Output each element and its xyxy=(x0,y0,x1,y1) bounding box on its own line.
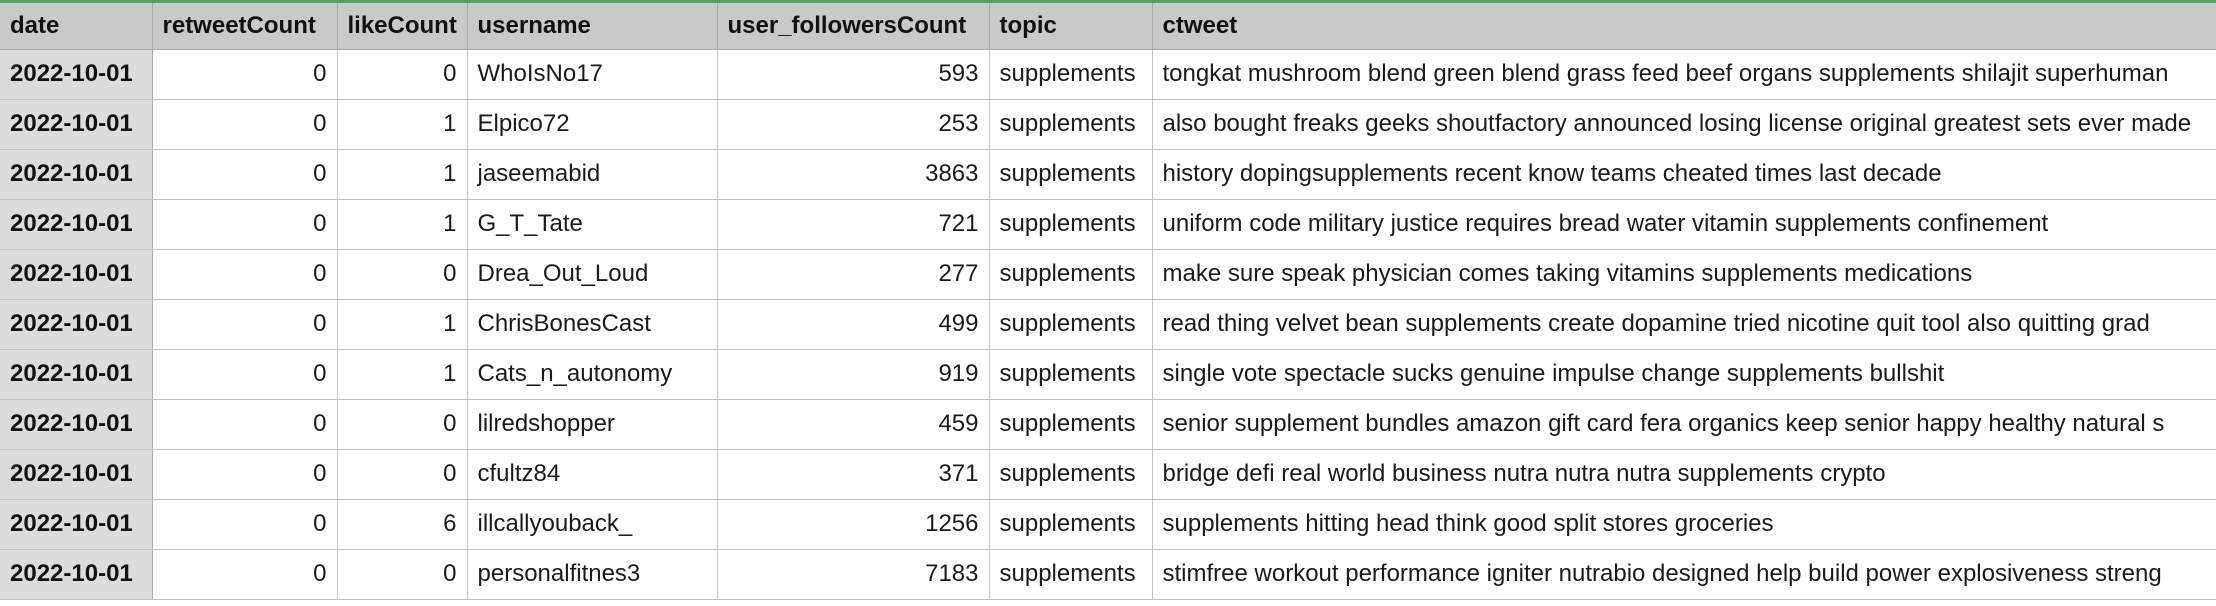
cell-likecount[interactable]: 0 xyxy=(337,49,468,100)
cell-username[interactable]: Drea_Out_Loud xyxy=(467,249,718,300)
cell-date[interactable]: 2022-10-01 xyxy=(0,49,153,100)
table-row[interactable]: 2022-10-01 0 6 illcallyouback_ 1256 supplemen… xyxy=(0,499,2216,550)
cell-ctweet[interactable]: supplements hitting head think good spli… xyxy=(1152,499,2216,550)
column-header-date[interactable]: date xyxy=(0,3,153,50)
table-body: 2022-10-01 0 0 WhoIsNo17 593 supplements tongk… xyxy=(0,49,2216,600)
cell-topic[interactable]: supplements xyxy=(989,449,1153,500)
cell-likecount[interactable]: 1 xyxy=(337,299,468,350)
cell-likecount[interactable]: 0 xyxy=(337,449,468,500)
header-row: date retweetCount likeCount username use… xyxy=(0,3,2216,50)
table-row[interactable]: 2022-10-01 0 1 jaseemabid 3863 supplements his… xyxy=(0,149,2216,200)
cell-retweetcount[interactable]: 0 xyxy=(152,99,338,150)
column-header-user-followerscount[interactable]: user_followersCount xyxy=(717,3,990,50)
cell-retweetcount[interactable]: 0 xyxy=(152,549,338,600)
cell-ctweet[interactable]: history dopingsupplements recent know te… xyxy=(1152,149,2216,200)
cell-ctweet[interactable]: senior supplement bundles amazon gift ca… xyxy=(1152,399,2216,450)
cell-topic[interactable]: supplements xyxy=(989,499,1153,550)
cell-date[interactable]: 2022-10-01 xyxy=(0,399,153,450)
column-header-ctweet[interactable]: ctweet xyxy=(1152,3,2216,50)
cell-user-followerscount[interactable]: 277 xyxy=(717,249,990,300)
cell-username[interactable]: ChrisBonesCast xyxy=(467,299,718,350)
cell-ctweet[interactable]: single vote spectacle sucks genuine impu… xyxy=(1152,349,2216,400)
cell-username[interactable]: G_T_Tate xyxy=(467,199,718,250)
cell-date[interactable]: 2022-10-01 xyxy=(0,299,153,350)
cell-likecount[interactable]: 1 xyxy=(337,349,468,400)
cell-date[interactable]: 2022-10-01 xyxy=(0,499,153,550)
cell-topic[interactable]: supplements xyxy=(989,199,1153,250)
cell-username[interactable]: illcallyouback_ xyxy=(467,499,718,550)
cell-retweetcount[interactable]: 0 xyxy=(152,149,338,200)
cell-date[interactable]: 2022-10-01 xyxy=(0,549,153,600)
cell-date[interactable]: 2022-10-01 xyxy=(0,199,153,250)
cell-retweetcount[interactable]: 0 xyxy=(152,399,338,450)
cell-ctweet[interactable]: uniform code military justice requires b… xyxy=(1152,199,2216,250)
table-row[interactable]: 2022-10-01 0 0 WhoIsNo17 593 supplements tongk… xyxy=(0,49,2216,100)
cell-user-followerscount[interactable]: 7183 xyxy=(717,549,990,600)
cell-user-followerscount[interactable]: 3863 xyxy=(717,149,990,200)
cell-likecount[interactable]: 1 xyxy=(337,149,468,200)
cell-username[interactable]: Elpico72 xyxy=(467,99,718,150)
cell-ctweet[interactable]: stimfree workout performance igniter nut… xyxy=(1152,549,2216,600)
cell-date[interactable]: 2022-10-01 xyxy=(0,249,153,300)
cell-username[interactable]: Cats_n_autonomy xyxy=(467,349,718,400)
cell-retweetcount[interactable]: 0 xyxy=(152,49,338,100)
table-row[interactable]: 2022-10-01 0 0 personalfitnes3 7183 supplemen… xyxy=(0,549,2216,600)
cell-username[interactable]: lilredshopper xyxy=(467,399,718,450)
cell-user-followerscount[interactable]: 593 xyxy=(717,49,990,100)
cell-topic[interactable]: supplements xyxy=(989,349,1153,400)
cell-likecount[interactable]: 1 xyxy=(337,99,468,150)
cell-date[interactable]: 2022-10-01 xyxy=(0,149,153,200)
cell-ctweet[interactable]: make sure speak physician comes taking v… xyxy=(1152,249,2216,300)
data-table: date retweetCount likeCount username use… xyxy=(0,3,2216,600)
cell-user-followerscount[interactable]: 253 xyxy=(717,99,990,150)
cell-user-followerscount[interactable]: 459 xyxy=(717,399,990,450)
cell-topic[interactable]: supplements xyxy=(989,549,1153,600)
cell-user-followerscount[interactable]: 371 xyxy=(717,449,990,500)
cell-user-followerscount[interactable]: 721 xyxy=(717,199,990,250)
cell-username[interactable]: cfultz84 xyxy=(467,449,718,500)
table-row[interactable]: 2022-10-01 0 0 Drea_Out_Loud 277 supplements m… xyxy=(0,249,2216,300)
cell-retweetcount[interactable]: 0 xyxy=(152,199,338,250)
cell-retweetcount[interactable]: 0 xyxy=(152,349,338,400)
table-row[interactable]: 2022-10-01 0 0 lilredshopper 459 supplements s… xyxy=(0,399,2216,450)
cell-likecount[interactable]: 0 xyxy=(337,549,468,600)
cell-likecount[interactable]: 6 xyxy=(337,499,468,550)
cell-date[interactable]: 2022-10-01 xyxy=(0,349,153,400)
cell-retweetcount[interactable]: 0 xyxy=(152,249,338,300)
cell-username[interactable]: personalfitnes3 xyxy=(467,549,718,600)
column-header-topic[interactable]: topic xyxy=(989,3,1153,50)
cell-ctweet[interactable]: tongkat mushroom blend green blend grass… xyxy=(1152,49,2216,100)
cell-date[interactable]: 2022-10-01 xyxy=(0,449,153,500)
cell-likecount[interactable]: 0 xyxy=(337,249,468,300)
cell-topic[interactable]: supplements xyxy=(989,299,1153,350)
cell-user-followerscount[interactable]: 1256 xyxy=(717,499,990,550)
cell-topic[interactable]: supplements xyxy=(989,399,1153,450)
cell-likecount[interactable]: 1 xyxy=(337,199,468,250)
cell-user-followerscount[interactable]: 919 xyxy=(717,349,990,400)
cell-topic[interactable]: supplements xyxy=(989,249,1153,300)
table-row[interactable]: 2022-10-01 0 1 G_T_Tate 721 supplements unifor… xyxy=(0,199,2216,250)
cell-likecount[interactable]: 0 xyxy=(337,399,468,450)
cell-ctweet[interactable]: also bought freaks geeks shoutfactory an… xyxy=(1152,99,2216,150)
column-header-retweetcount[interactable]: retweetCount xyxy=(152,3,338,50)
cell-retweetcount[interactable]: 0 xyxy=(152,499,338,550)
cell-username[interactable]: jaseemabid xyxy=(467,149,718,200)
cell-date[interactable]: 2022-10-01 xyxy=(0,99,153,150)
cell-username[interactable]: WhoIsNo17 xyxy=(467,49,718,100)
cell-ctweet[interactable]: bridge defi real world business nutra nu… xyxy=(1152,449,2216,500)
column-header-likecount[interactable]: likeCount xyxy=(337,3,468,50)
cell-retweetcount[interactable]: 0 xyxy=(152,299,338,350)
table-row[interactable]: 2022-10-01 0 1 Cats_n_autonomy 919 supplement… xyxy=(0,349,2216,400)
table-row[interactable]: 2022-10-01 0 1 ChrisBonesCast 499 supplements… xyxy=(0,299,2216,350)
cell-user-followerscount[interactable]: 499 xyxy=(717,299,990,350)
cell-topic[interactable]: supplements xyxy=(989,99,1153,150)
cell-topic[interactable]: supplements xyxy=(989,149,1153,200)
column-header-username[interactable]: username xyxy=(467,3,718,50)
table-row[interactable]: 2022-10-01 0 0 cfultz84 371 supplements bridge… xyxy=(0,449,2216,500)
cell-retweetcount[interactable]: 0 xyxy=(152,449,338,500)
cell-ctweet[interactable]: read thing velvet bean supplements creat… xyxy=(1152,299,2216,350)
table-row[interactable]: 2022-10-01 0 1 Elpico72 253 supplements also b… xyxy=(0,99,2216,150)
cell-topic[interactable]: supplements xyxy=(989,49,1153,100)
